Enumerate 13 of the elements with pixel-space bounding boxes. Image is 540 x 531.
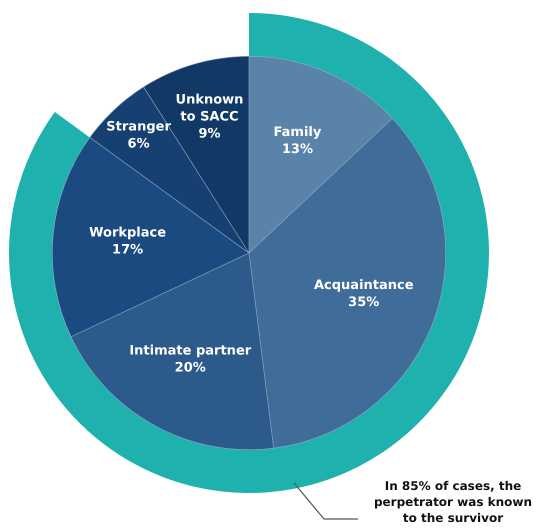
data-label: 6% [128,136,150,152]
slice-label: Workplace [89,225,166,240]
data-label: 17% [112,242,144,258]
slice-label: Unknown to SACC [176,92,244,124]
slice-label: Acquaintance [314,278,414,294]
data-label: 20% [174,360,206,376]
data-label: 35% [348,295,380,310]
slice-label: Family [274,124,322,140]
text: In 85% of cases, the perpetrator was known to the survivor [372,478,534,526]
data-label: 13% [282,142,313,157]
slice-label: Stranger [106,119,172,134]
slice-label: Intimate partner [129,344,252,359]
data-label: 9% [198,126,221,142]
